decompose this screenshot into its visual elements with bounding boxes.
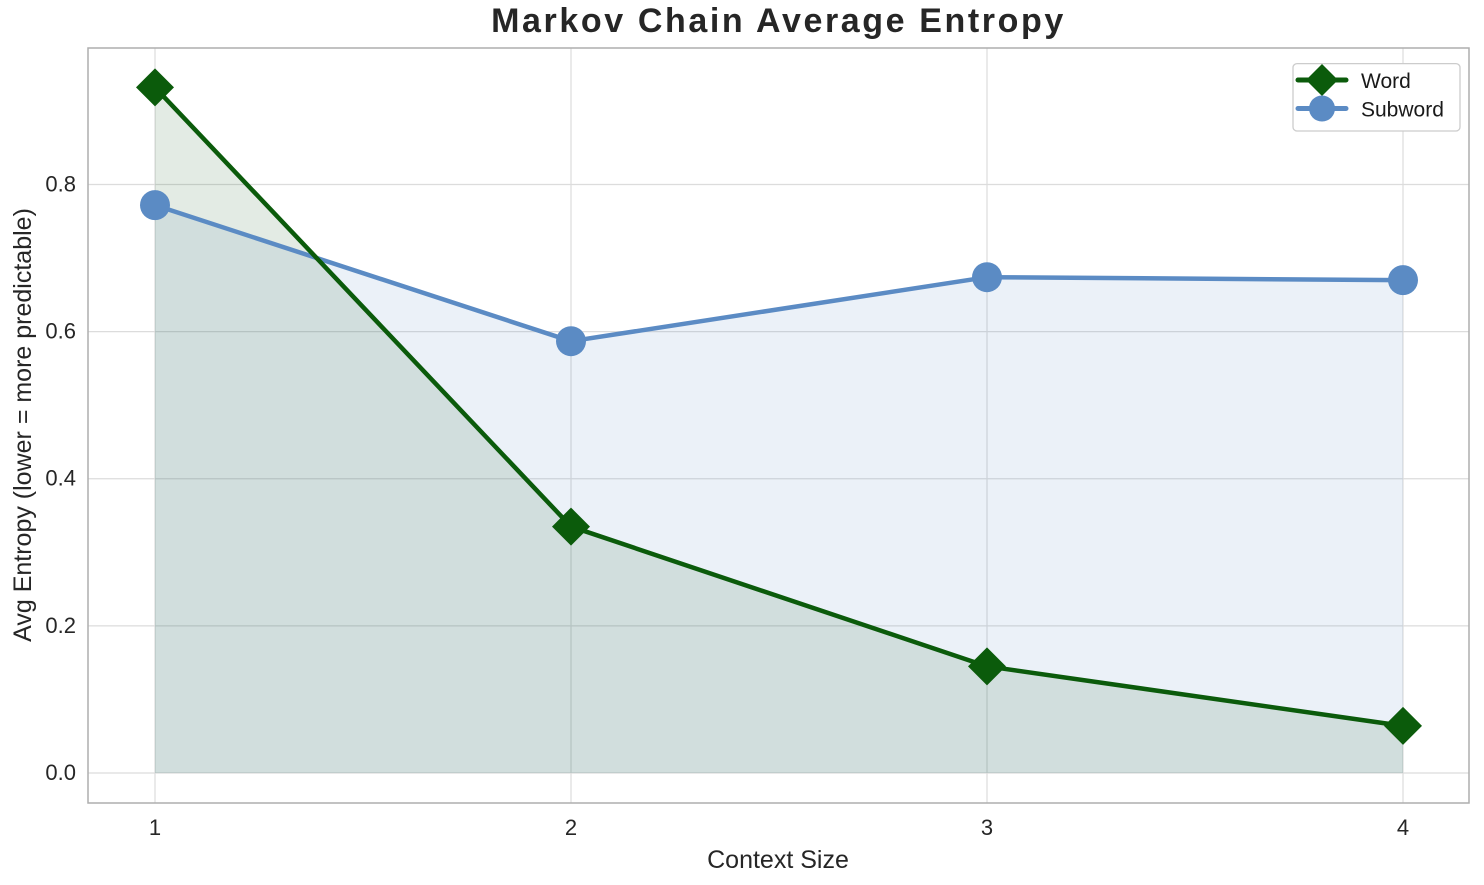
svg-text:3: 3 (981, 815, 993, 840)
svg-text:Subword: Subword (1361, 99, 1444, 122)
svg-text:Avg Entropy (lower = more pred: Avg Entropy (lower = more predictable) (9, 208, 37, 642)
svg-text:2: 2 (565, 815, 577, 840)
svg-text:4: 4 (1397, 815, 1409, 840)
svg-text:0.0: 0.0 (45, 760, 76, 785)
svg-text:0.4: 0.4 (45, 466, 76, 491)
svg-text:1: 1 (149, 815, 161, 840)
svg-text:0.8: 0.8 (45, 172, 76, 197)
svg-text:0.6: 0.6 (45, 319, 76, 344)
svg-text:0.2: 0.2 (45, 613, 76, 638)
svg-text:Context Size: Context Size (707, 846, 849, 874)
svg-text:Word: Word (1361, 70, 1411, 93)
